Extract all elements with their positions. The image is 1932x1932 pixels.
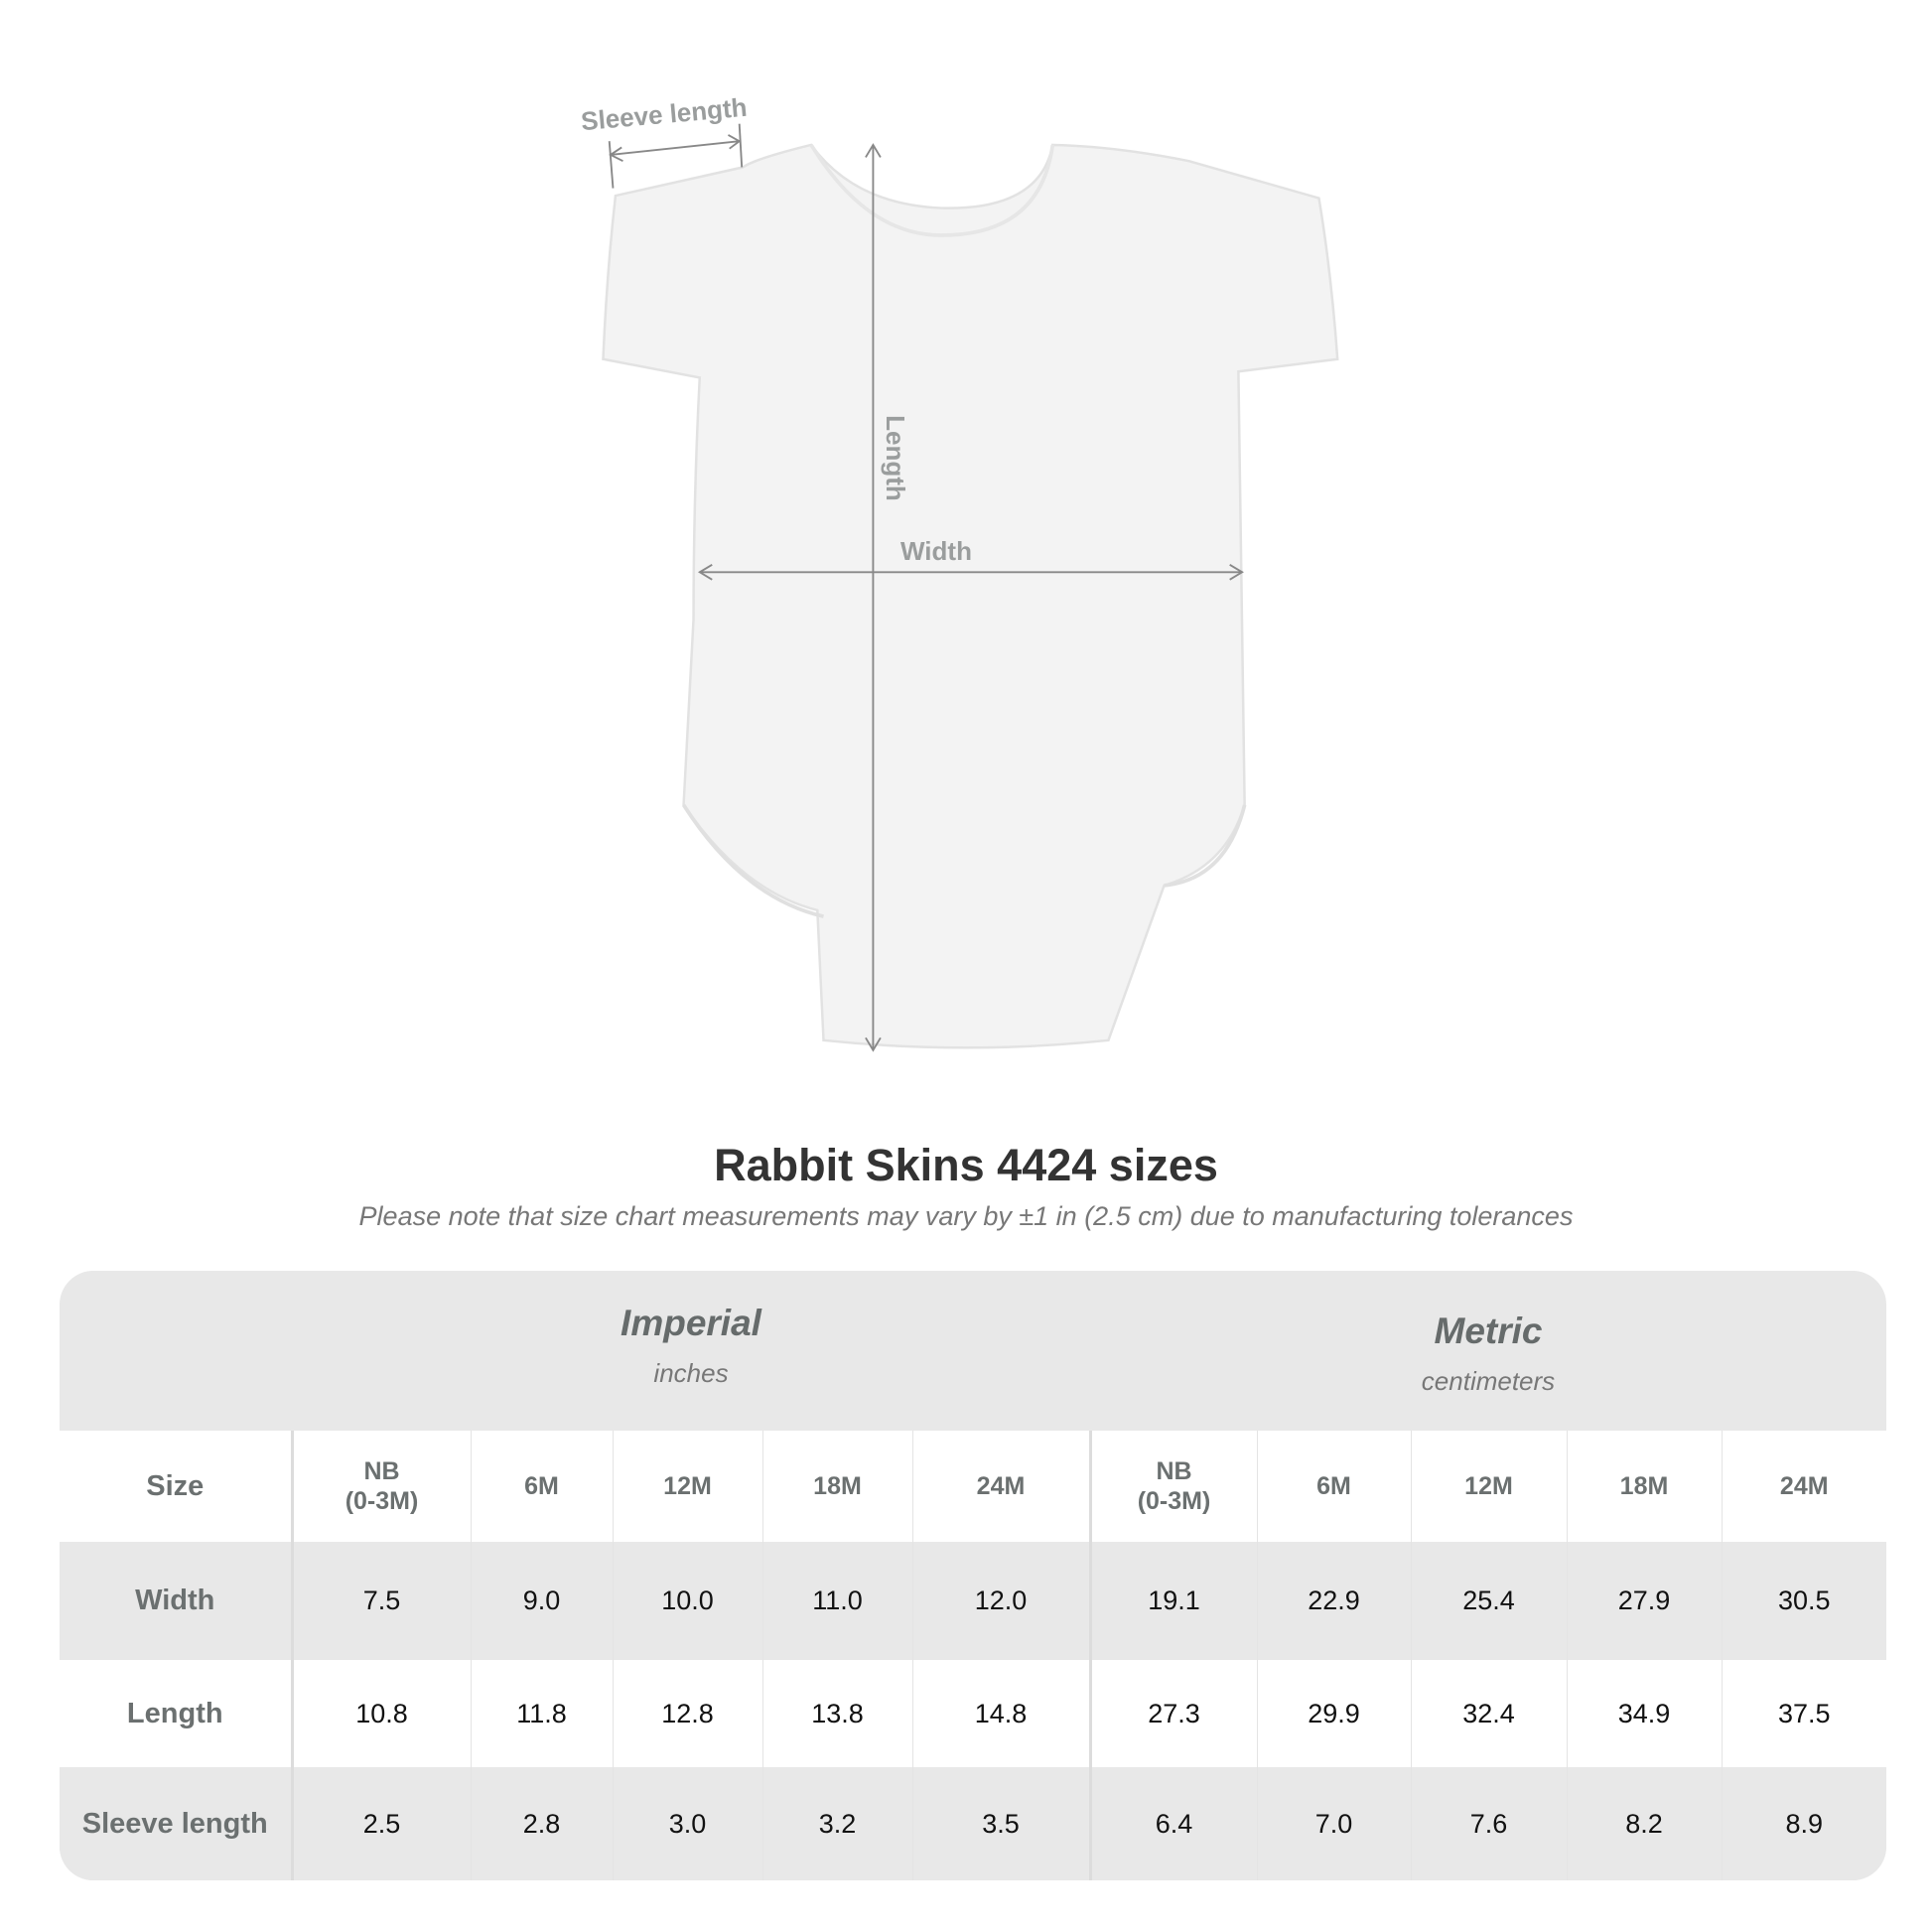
metric-value-cell: 30.5	[1721, 1542, 1886, 1660]
imperial-size-header: NB (0-3M)	[291, 1431, 471, 1542]
imperial-size-header: 6M	[470, 1431, 613, 1542]
metric-value-cell: 37.5	[1721, 1660, 1886, 1767]
row-label: Width	[60, 1542, 294, 1660]
width-label: Width	[900, 536, 972, 566]
neckline	[809, 143, 1055, 237]
table-row: Sleeve length 2.5 2.8 3.0 3.2 3.5 6.4 7.0 7.6 8.2…	[60, 1767, 1886, 1880]
imperial-value-cell: 3.2	[761, 1767, 912, 1880]
imperial-value-cell: 2.8	[470, 1767, 613, 1880]
table-row: Width 7.5 9.0 10.0 11.0 12.0 19.1 22.9 25.4 27.9 3…	[60, 1542, 1886, 1660]
metric-value-cell: 27.3	[1088, 1660, 1257, 1767]
leg-opening-left	[681, 803, 824, 918]
metric-header: Metric centimeters	[1090, 1311, 1886, 1397]
metric-value-cell: 7.0	[1256, 1767, 1411, 1880]
metric-size-header: 6M	[1256, 1431, 1411, 1542]
size-grid: Size NB (0-3M) 6M 12M 18M 24M NB (0-3M) 6M 12M 18…	[60, 1431, 1886, 1880]
imperial-title: Imperial	[621, 1303, 761, 1343]
table-row: Length 10.8 11.8 12.8 13.8 14.8 27.3 29.9 32.4 34…	[60, 1660, 1886, 1767]
imperial-value-cell: 3.0	[612, 1767, 762, 1880]
imperial-size-header: 24M	[911, 1431, 1090, 1542]
row-label: Sleeve length	[60, 1767, 294, 1880]
imperial-value-cell: 7.5	[291, 1542, 471, 1660]
metric-value-cell: 22.9	[1256, 1542, 1411, 1660]
metric-value-cell: 8.2	[1566, 1767, 1722, 1880]
metric-value-cell: 19.1	[1088, 1542, 1257, 1660]
imperial-value-cell: 3.5	[911, 1767, 1090, 1880]
row-label: Length	[60, 1660, 294, 1767]
imperial-value-cell: 12.0	[911, 1542, 1090, 1660]
metric-value-cell: 29.9	[1256, 1660, 1411, 1767]
imperial-value-cell: 11.0	[761, 1542, 912, 1660]
metric-value-cell: 8.9	[1721, 1767, 1886, 1880]
imperial-value-cell: 10.8	[291, 1660, 471, 1767]
size-header-label: Size	[60, 1431, 294, 1542]
imperial-value-cell: 14.8	[911, 1660, 1090, 1767]
length-label: Length	[880, 415, 910, 501]
sleeve-arrow	[610, 140, 740, 156]
imperial-value-cell: 11.8	[470, 1660, 613, 1767]
imperial-value-cell: 10.0	[612, 1542, 762, 1660]
metric-size-header: 18M	[1566, 1431, 1722, 1542]
metric-value-cell: 7.6	[1410, 1767, 1567, 1880]
onesie-garment	[602, 143, 1339, 1049]
metric-value-cell: 6.4	[1088, 1767, 1257, 1880]
size-table: Imperial inches Metric centimeters Size N…	[60, 1271, 1886, 1880]
metric-value-cell: 25.4	[1410, 1542, 1567, 1660]
imperial-value-cell: 2.5	[291, 1767, 471, 1880]
imperial-size-header: 12M	[612, 1431, 762, 1542]
imperial-value-cell: 13.8	[761, 1660, 912, 1767]
metric-value-cell: 32.4	[1410, 1660, 1567, 1767]
imperial-unit: inches	[653, 1358, 729, 1388]
metric-size-header: 24M	[1721, 1431, 1886, 1542]
metric-unit: centimeters	[1421, 1366, 1556, 1396]
metric-size-header: 12M	[1410, 1431, 1567, 1542]
imperial-value-cell: 9.0	[470, 1542, 613, 1660]
tolerance-note: Please note that size chart measurements…	[358, 1201, 1574, 1231]
metric-title: Metric	[1434, 1311, 1543, 1351]
leg-opening-right	[1164, 804, 1247, 888]
size-header-row: Size NB (0-3M) 6M 12M 18M 24M NB (0-3M) 6M 12M 18…	[60, 1431, 1886, 1542]
page-title: Rabbit Skins 4424 sizes	[714, 1140, 1218, 1190]
imperial-header: Imperial inches	[292, 1303, 1090, 1389]
metric-value-cell: 27.9	[1566, 1542, 1722, 1660]
metric-value-cell: 34.9	[1566, 1660, 1722, 1767]
imperial-value-cell: 12.8	[612, 1660, 762, 1767]
unit-header-band: Imperial inches Metric centimeters	[60, 1271, 1886, 1431]
metric-size-header: NB (0-3M)	[1088, 1431, 1257, 1542]
imperial-size-header: 18M	[761, 1431, 912, 1542]
